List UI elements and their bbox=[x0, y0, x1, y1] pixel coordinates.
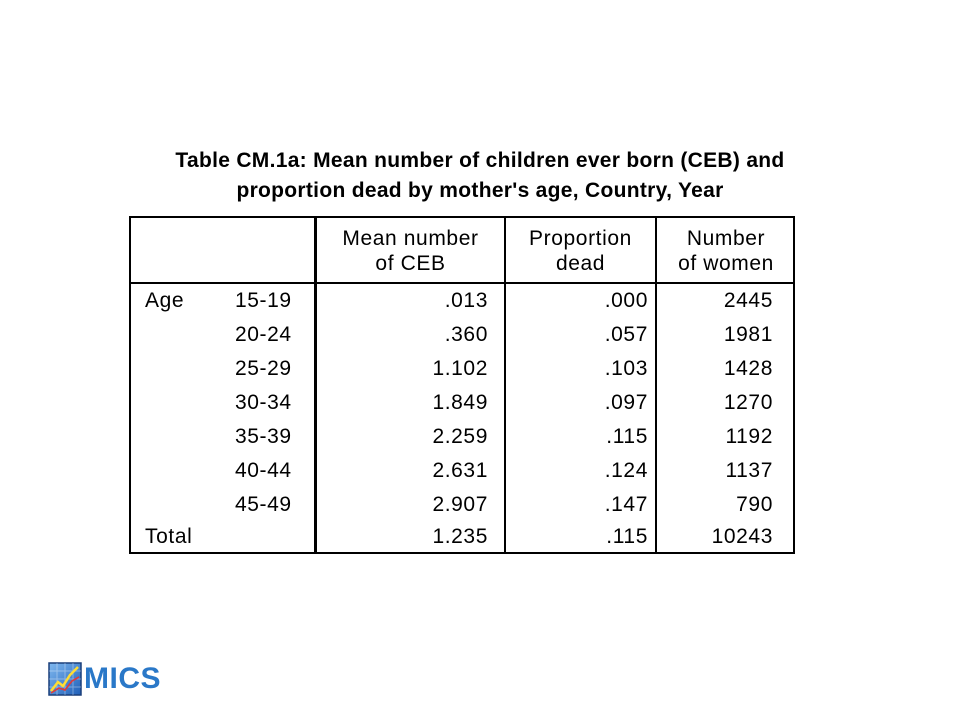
cell-proportion-dead: .097 bbox=[604, 391, 648, 414]
cell-mean-ceb: 1.235 bbox=[432, 525, 488, 548]
column-divider-2 bbox=[504, 218, 506, 552]
row-age-label: 30-34 bbox=[235, 391, 292, 414]
cell-proportion-dead: .103 bbox=[604, 357, 648, 380]
table-row: 30-34 1.849 .097 1270 bbox=[131, 386, 793, 420]
table-title: Table CM.1a: Mean number of children eve… bbox=[100, 146, 860, 206]
table-title-line-1: Table CM.1a: Mean number of children eve… bbox=[175, 149, 785, 172]
table-row: 45-49 2.907 .147 790 bbox=[131, 488, 793, 522]
cell-proportion-dead: .115 bbox=[606, 425, 648, 448]
cell-mean-ceb: 2.907 bbox=[432, 493, 488, 516]
header-proportion-dead: Proportion dead bbox=[506, 226, 655, 276]
cell-proportion-dead: .057 bbox=[604, 323, 648, 346]
mics-logo: MICS bbox=[48, 658, 161, 700]
table-row: 25-29 1.102 .103 1428 bbox=[131, 352, 793, 386]
cell-mean-ceb: 2.259 bbox=[432, 425, 488, 448]
cell-proportion-dead: .147 bbox=[604, 493, 648, 516]
row-age-label: 45-49 bbox=[235, 493, 292, 516]
data-table: Mean number of CEB Proportion dead Numbe… bbox=[129, 216, 795, 554]
header-proportion-dead-line-2: dead bbox=[555, 252, 606, 275]
mics-logo-text: MICS bbox=[84, 662, 161, 695]
header-divider bbox=[131, 282, 793, 284]
cell-mean-ceb: .013 bbox=[444, 289, 488, 312]
cell-proportion-dead: .124 bbox=[604, 459, 648, 482]
header-mean-ceb: Mean number of CEB bbox=[317, 226, 504, 276]
header-number-women-line-1: Number bbox=[686, 227, 766, 250]
header-mean-ceb-line-2: of CEB bbox=[375, 252, 446, 275]
table-row: 20-24 .360 .057 1981 bbox=[131, 318, 793, 352]
cell-number-women: 1270 bbox=[723, 391, 773, 414]
header-proportion-dead-line-1: Proportion bbox=[529, 227, 632, 250]
row-age-label: 35-39 bbox=[235, 425, 292, 448]
cell-number-women: 1981 bbox=[723, 323, 773, 346]
row-age-label: 15-19 bbox=[235, 289, 292, 312]
cell-mean-ceb: 1.849 bbox=[432, 391, 488, 414]
cell-number-women: 1137 bbox=[725, 459, 773, 482]
column-divider-3 bbox=[655, 218, 657, 552]
cell-mean-ceb: .360 bbox=[444, 323, 488, 346]
row-group-label: Total bbox=[145, 525, 193, 548]
table-row: 35-39 2.259 .115 1192 bbox=[131, 420, 793, 454]
row-age-label: 40-44 bbox=[235, 459, 292, 482]
cell-mean-ceb: 2.631 bbox=[432, 459, 488, 482]
header-mean-ceb-line-1: Mean number bbox=[342, 227, 479, 250]
row-age-label: 20-24 bbox=[235, 323, 292, 346]
cell-proportion-dead: .115 bbox=[606, 525, 648, 548]
header-number-women: Number of women bbox=[657, 226, 795, 276]
cell-mean-ceb: 1.102 bbox=[432, 357, 488, 380]
cell-number-women: 790 bbox=[736, 493, 773, 516]
mics-chart-icon bbox=[48, 662, 82, 696]
row-age-label: 25-29 bbox=[235, 357, 292, 380]
table-row: 40-44 2.631 .124 1137 bbox=[131, 454, 793, 488]
cell-proportion-dead: .000 bbox=[604, 289, 648, 312]
column-divider-1 bbox=[314, 218, 317, 552]
header-number-women-line-2: of women bbox=[678, 252, 774, 275]
cell-number-women: 1428 bbox=[723, 357, 773, 380]
table-row: Age 15-19 .013 .000 2445 bbox=[131, 284, 793, 318]
table-row-total: Total 1.235 .115 10243 bbox=[131, 520, 793, 554]
table-title-line-2: proportion dead by mother's age, Country… bbox=[236, 179, 724, 202]
cell-number-women: 1192 bbox=[725, 425, 773, 448]
cell-number-women: 2445 bbox=[723, 289, 773, 312]
row-group-label: Age bbox=[145, 289, 185, 312]
cell-number-women: 10243 bbox=[711, 525, 773, 548]
